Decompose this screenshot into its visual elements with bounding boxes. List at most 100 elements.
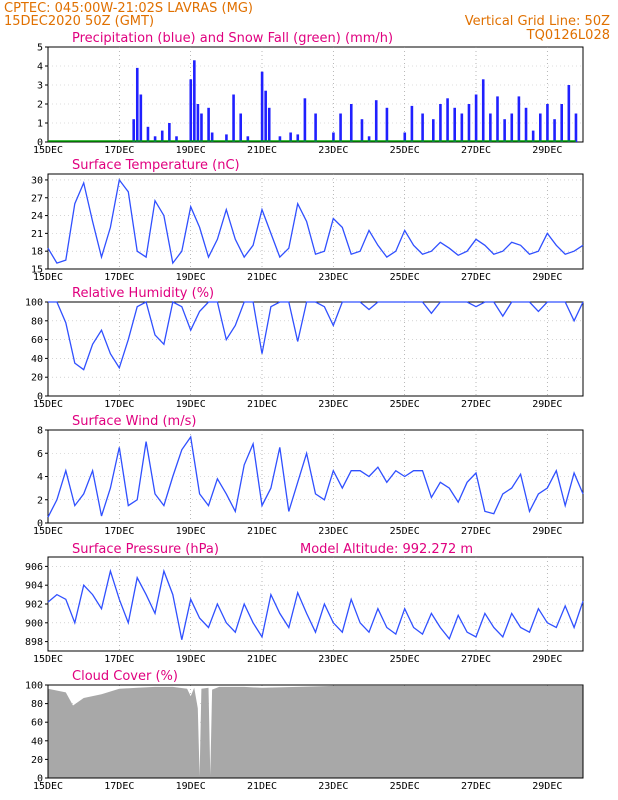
precip-bar bbox=[439, 104, 442, 142]
humidity-x-tick-label: 25DEC bbox=[390, 399, 420, 410]
humidity-x-tick-label: 29DEC bbox=[532, 399, 562, 410]
temperature-y-tick-label: 15 bbox=[31, 265, 43, 276]
temperature-y-tick-label: 27 bbox=[31, 193, 43, 204]
precip-bar bbox=[546, 104, 549, 142]
wind-x-tick-label: 29DEC bbox=[532, 526, 562, 537]
humidity-y-tick-label: 60 bbox=[31, 335, 43, 346]
humidity-y-tick-label: 40 bbox=[31, 354, 43, 365]
precip-bar bbox=[560, 104, 563, 142]
precip-x-tick-label: 27DEC bbox=[461, 145, 491, 156]
precip-x-tick-label: 15DEC bbox=[33, 145, 63, 156]
temperature-x-tick-label: 21DEC bbox=[247, 272, 277, 283]
pressure-x-tick-label: 29DEC bbox=[532, 654, 562, 665]
humidity-x-tick-label: 17DEC bbox=[104, 399, 134, 410]
precip-bar bbox=[517, 96, 521, 142]
humidity-y-tick-label: 20 bbox=[31, 373, 43, 384]
precip-bar bbox=[339, 113, 342, 142]
pressure-x-tick-label: 23DEC bbox=[318, 654, 348, 665]
humidity-x-tick-label: 23DEC bbox=[318, 399, 348, 410]
humidity-line bbox=[48, 301, 584, 371]
wind-x-tick-label: 15DEC bbox=[33, 526, 63, 537]
wind-x-tick-label: 21DEC bbox=[247, 526, 277, 537]
temperature-x-tick-label: 23DEC bbox=[318, 272, 348, 283]
pressure-title: Surface Pressure (hPa) bbox=[72, 542, 219, 557]
precip-bar bbox=[160, 130, 164, 142]
precip-bar bbox=[232, 94, 235, 142]
temperature-y-tick-label: 18 bbox=[31, 247, 43, 258]
precip-bar bbox=[481, 79, 485, 142]
precip-x-tick-label: 25DEC bbox=[390, 145, 420, 156]
precip-bar bbox=[175, 136, 178, 142]
cloud-x-tick-label: 25DEC bbox=[390, 781, 420, 792]
precip-bar bbox=[210, 132, 214, 142]
precip-y-tick-label: 3 bbox=[37, 81, 43, 92]
precip-x-tick-label: 21DEC bbox=[247, 145, 277, 156]
precip-y-tick-label: 2 bbox=[37, 100, 43, 111]
wind-y-tick-label: 6 bbox=[37, 449, 43, 460]
cloud-x-tick-label: 23DEC bbox=[318, 781, 348, 792]
wind-y-tick-label: 8 bbox=[37, 426, 43, 437]
precip-bar bbox=[132, 119, 135, 142]
precip-bar bbox=[349, 104, 353, 142]
cloud-x-tick-label: 19DEC bbox=[176, 781, 206, 792]
pressure-x-tick-label: 19DEC bbox=[176, 654, 206, 665]
humidity-x-tick-label: 15DEC bbox=[33, 399, 63, 410]
precip-bar bbox=[303, 98, 307, 142]
precip-bar bbox=[531, 130, 535, 142]
pressure-x-tick-label: 25DEC bbox=[390, 654, 420, 665]
pressure-y-tick-label: 900 bbox=[25, 618, 43, 629]
precip-bar bbox=[189, 79, 193, 142]
pressure-y-tick-label: 904 bbox=[25, 581, 43, 592]
precip-title: Precipitation (blue) and Snow Fall (gree… bbox=[72, 31, 393, 46]
cloud-x-tick-label: 29DEC bbox=[532, 781, 562, 792]
pressure-y-tick-label: 902 bbox=[25, 600, 43, 611]
temperature-frame bbox=[47, 173, 584, 270]
wind-y-tick-label: 4 bbox=[37, 472, 43, 483]
cloud-title: Cloud Cover (%) bbox=[72, 669, 178, 684]
precip-x-tick-label: 17DEC bbox=[104, 145, 134, 156]
precip-bar bbox=[524, 107, 528, 142]
precip-bar bbox=[135, 67, 139, 142]
precip-bar bbox=[153, 136, 157, 142]
precip-bar bbox=[460, 113, 464, 142]
cloud-x-tick-label: 27DEC bbox=[461, 781, 491, 792]
precip-bar bbox=[264, 90, 267, 142]
cloud-x-tick-label: 21DEC bbox=[247, 781, 277, 792]
temperature-line bbox=[47, 178, 584, 265]
precip-bar bbox=[207, 107, 210, 142]
humidity-title: Relative Humidity (%) bbox=[72, 286, 214, 301]
header-model: TQ0126L028 bbox=[526, 28, 610, 43]
temperature-x-tick-label: 27DEC bbox=[461, 272, 491, 283]
precip-x-tick-label: 19DEC bbox=[176, 145, 206, 156]
precip-bar bbox=[510, 113, 514, 142]
precip-bar bbox=[196, 104, 200, 142]
cloud-y-tick-label: 0 bbox=[37, 774, 43, 785]
precip-bar bbox=[146, 126, 150, 142]
precip-bar bbox=[467, 104, 471, 142]
cloud-y-tick-label: 20 bbox=[31, 755, 43, 766]
precip-panel: 15DEC 17DEC 19DEC 21DEC 23DEC 25DEC 27DEC 29DEC… bbox=[33, 43, 584, 156]
wind-panel: 15DEC 17DEC 19DEC 21DEC 23DEC 25DEC 27DEC 29DEC… bbox=[33, 426, 584, 537]
wind-title: Surface Wind (m/s) bbox=[72, 414, 196, 429]
temperature-y-tick-label: 24 bbox=[31, 211, 43, 222]
wind-x-tick-label: 25DEC bbox=[390, 526, 420, 537]
pressure-y-tick-label: 906 bbox=[25, 562, 43, 573]
model-altitude: Model Altitude: 992.272 m bbox=[300, 542, 473, 557]
precip-bar bbox=[539, 113, 542, 142]
precip-bar bbox=[567, 85, 571, 142]
precip-bar bbox=[367, 136, 371, 142]
cloud-frame-top bbox=[47, 684, 584, 779]
precip-x-tick-label: 23DEC bbox=[318, 145, 348, 156]
cloud-y-tick-label: 40 bbox=[31, 736, 43, 747]
temperature-x-tick-label: 25DEC bbox=[390, 272, 420, 283]
precip-bar bbox=[239, 113, 242, 142]
pressure-y-tick-label: 898 bbox=[25, 637, 43, 648]
precip-bar bbox=[496, 96, 499, 142]
precip-bar bbox=[474, 94, 478, 142]
header-date: 15DEC2020 50Z (GMT) bbox=[4, 14, 154, 29]
cloud-panel: 15DEC 17DEC 19DEC 21DEC 23DEC 25DEC 27DEC 29DEC… bbox=[25, 681, 584, 792]
humidity-panel: 15DEC 17DEC 19DEC 21DEC 23DEC 25DEC 27DEC 29DEC… bbox=[25, 298, 584, 410]
precip-x-tick-label: 29DEC bbox=[532, 145, 562, 156]
pressure-x-tick-label: 17DEC bbox=[104, 654, 134, 665]
